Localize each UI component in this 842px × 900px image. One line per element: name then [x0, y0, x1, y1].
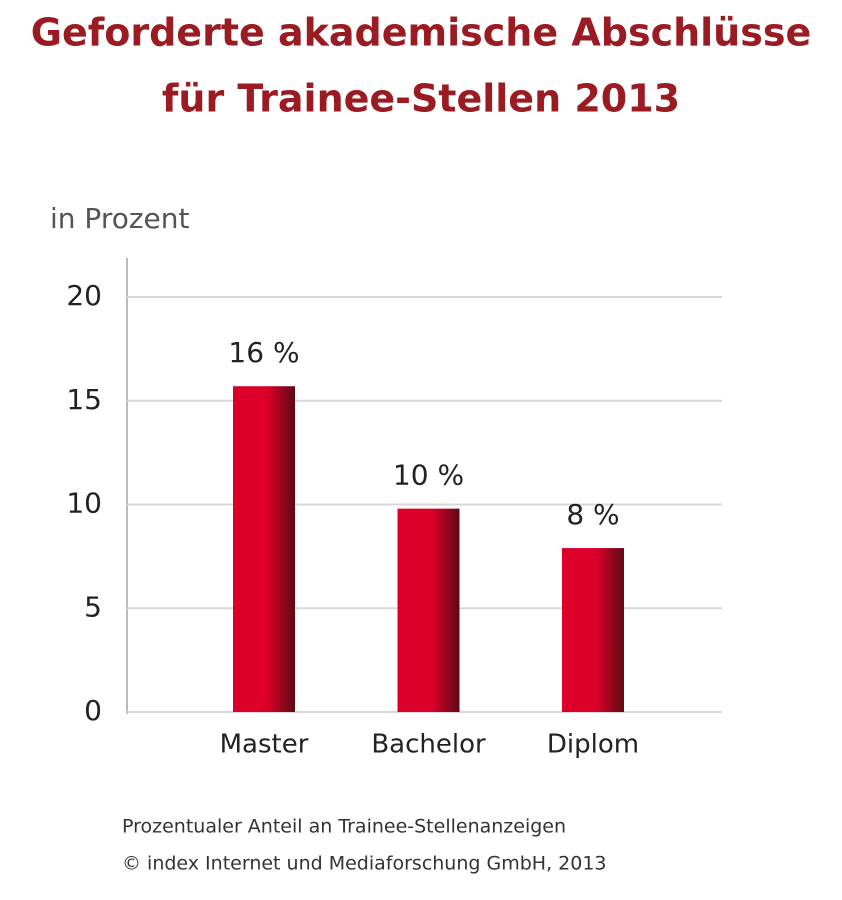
- bar: [562, 548, 624, 712]
- y-tick-label: 5: [84, 590, 102, 623]
- x-tick-label: Diplom: [547, 730, 639, 760]
- value-label: 16 %: [228, 336, 299, 369]
- source: © index Internet und Mediaforschung GmbH…: [122, 853, 607, 875]
- y-tick-label: 10: [66, 487, 102, 520]
- chart-title: für Trainee-Stellen 2013: [162, 77, 680, 121]
- value-label: 8 %: [566, 498, 619, 531]
- x-tick-label: Bachelor: [371, 730, 486, 760]
- footnote: Prozentualer Anteil an Trainee-Stellenan…: [122, 816, 566, 838]
- y-tick-label: 15: [66, 383, 102, 416]
- y-axis-label: in Prozent: [50, 202, 190, 235]
- y-tick-label: 0: [84, 694, 102, 727]
- y-tick-label: 20: [66, 279, 102, 312]
- value-label: 10 %: [393, 459, 464, 492]
- chart-title: Geforderte akademische Abschlüsse: [31, 11, 811, 55]
- bar: [397, 508, 460, 712]
- bar: [233, 386, 295, 712]
- x-tick-label: Master: [220, 730, 309, 760]
